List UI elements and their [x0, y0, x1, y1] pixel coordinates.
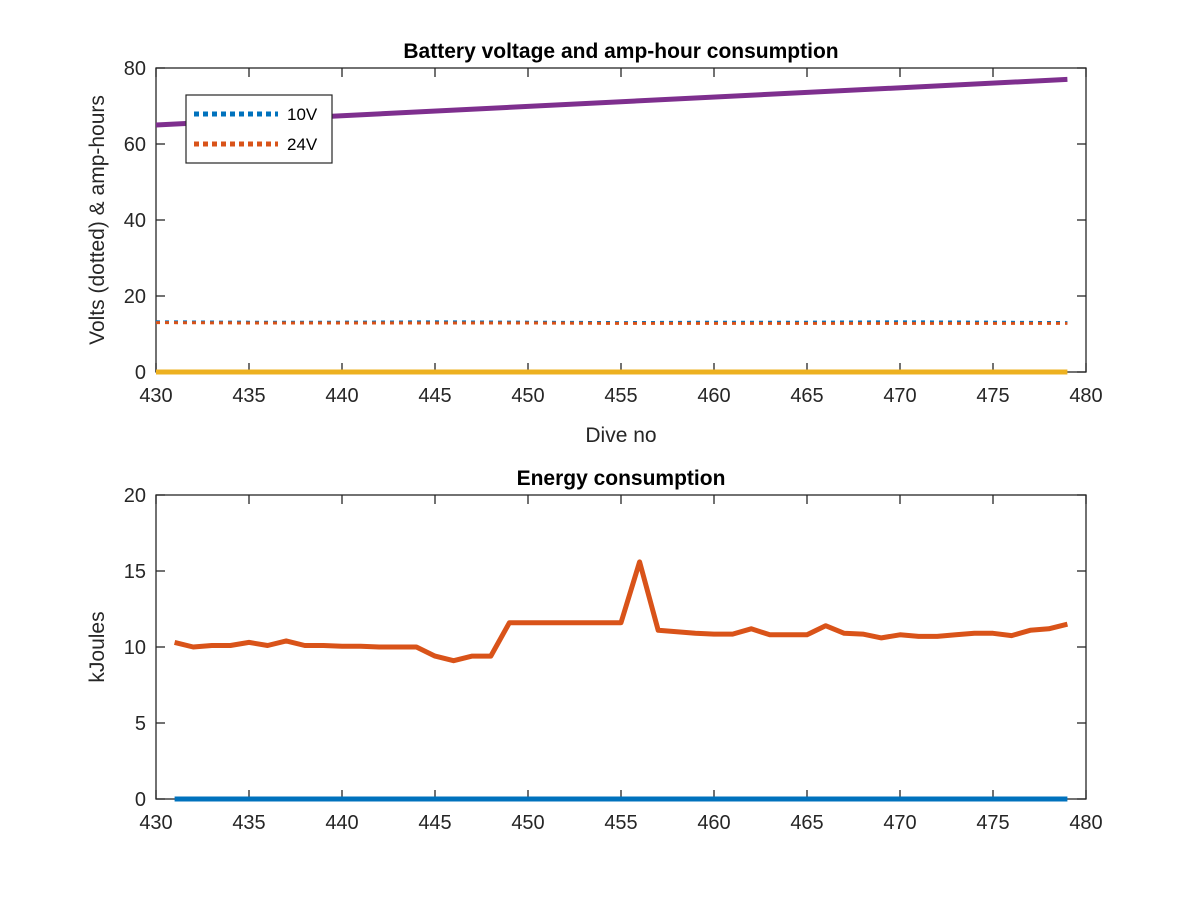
series-line-0 — [173, 559, 1069, 664]
x-tick-label: 465 — [790, 812, 823, 834]
plot-frame — [155, 494, 1087, 800]
x-tick-label: 450 — [511, 812, 544, 834]
x-tick-label: 460 — [697, 812, 730, 834]
chart-energy-consumption: 430 435 440 445 450 455 460 465 470 475 480 0 5 10 15 2… — [86, 467, 1103, 834]
y-axis-label: Volts (dotted) & amp-hours — [86, 95, 109, 345]
y-tick-label: 60 — [124, 134, 146, 156]
x-tick-label: 450 — [511, 385, 544, 407]
x-tick-label: 435 — [232, 385, 265, 407]
y-tick-label: 10 — [124, 637, 146, 659]
x-tick-label: 440 — [325, 385, 358, 407]
y-tick-label: 20 — [124, 286, 146, 308]
x-tick-label: 480 — [1069, 812, 1102, 834]
y-tick-label: 20 — [124, 485, 146, 507]
x-tick-label: 465 — [790, 385, 823, 407]
y-tick-label: 40 — [124, 210, 146, 232]
x-tick-label: 475 — [976, 812, 1009, 834]
x-tick-label: 430 — [139, 385, 172, 407]
x-axis-label: Dive no — [585, 424, 656, 447]
y-tick-label: 0 — [135, 362, 146, 384]
y-tick-label: 5 — [135, 713, 146, 735]
x-tick-label: 455 — [604, 385, 637, 407]
x-tick-label: 470 — [883, 385, 916, 407]
x-tick-label: 475 — [976, 385, 1009, 407]
x-tick-label: 445 — [418, 385, 451, 407]
y-axis-label: kJoules — [86, 611, 109, 682]
x-tick-label: 470 — [883, 812, 916, 834]
chart-title: Energy consumption — [517, 467, 726, 490]
legend-label-1: 24V — [287, 135, 318, 154]
x-tick-label: 435 — [232, 812, 265, 834]
chart-battery-voltage: 430 435 440 445 450 455 460 465 470 475 480 0 20 40 60… — [86, 40, 1103, 447]
x-tick-label: 440 — [325, 812, 358, 834]
x-tick-label: 480 — [1069, 385, 1102, 407]
legend-box — [185, 94, 333, 164]
y-tick-label: 0 — [135, 789, 146, 811]
series-line-1 — [155, 321, 1068, 325]
x-tick-label: 455 — [604, 812, 637, 834]
y-tick-label: 80 — [124, 58, 146, 80]
legend-label-0: 10V — [287, 105, 318, 124]
x-tick-label: 460 — [697, 385, 730, 407]
chart-title: Battery voltage and amp-hour consumption — [403, 40, 838, 63]
x-tick-label: 430 — [139, 812, 172, 834]
y-tick-label: 15 — [124, 561, 146, 583]
x-tick-label: 445 — [418, 812, 451, 834]
